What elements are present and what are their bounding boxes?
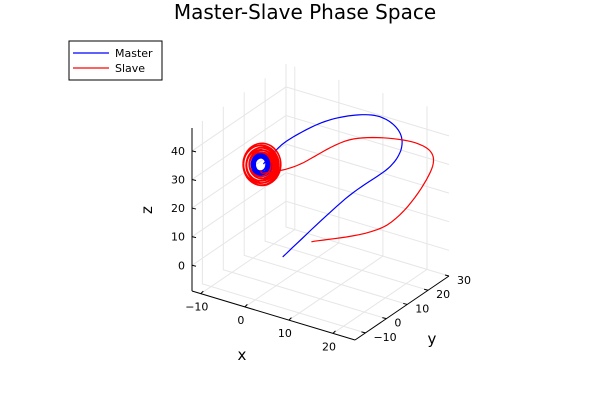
z-gridline	[191, 200, 450, 266]
y-gridline	[201, 120, 366, 334]
y-tick	[361, 331, 366, 334]
z-gridline	[191, 143, 450, 209]
z-tick	[191, 178, 197, 181]
legend: Master Slave	[68, 40, 163, 81]
z-gridline	[191, 172, 450, 238]
y-tick	[444, 274, 450, 277]
y-tick-label: −10	[373, 331, 396, 344]
y-gridline	[243, 92, 408, 305]
y-tick	[423, 288, 429, 291]
y-tick-label: 30	[457, 274, 471, 287]
y-tick	[403, 302, 408, 305]
x-axis-line	[191, 290, 356, 341]
y-axis-label: y	[428, 330, 437, 348]
z-tick-label: 40	[171, 145, 185, 158]
z-tick	[191, 264, 197, 267]
x-axis-label: x	[238, 346, 247, 364]
z-gridline	[191, 86, 450, 152]
z-gridline	[191, 114, 450, 180]
z-tick	[191, 150, 197, 153]
z-tick-label: 10	[171, 231, 185, 244]
z-tick-label: 0	[178, 259, 185, 272]
y-tick-label: 0	[394, 317, 401, 330]
y-tick	[382, 317, 387, 320]
series-layer	[242, 114, 435, 258]
series-attractor-slave	[242, 142, 282, 187]
z-tick	[191, 207, 197, 210]
y-tick-label: 20	[436, 288, 450, 301]
legend-label-master: Master	[115, 47, 153, 60]
x-tick-label: 20	[322, 340, 336, 353]
z-tick	[191, 236, 197, 239]
x-tick	[200, 290, 204, 295]
x-tick	[244, 304, 248, 308]
grid-layer	[191, 64, 450, 334]
z-tick-label: 20	[171, 202, 185, 215]
x-tick	[332, 330, 336, 334]
x-tick-label: 10	[278, 327, 292, 340]
z-axis-label: z	[138, 206, 156, 214]
x-tick-label: 0	[237, 314, 244, 327]
legend-box	[68, 40, 163, 81]
y-gridline	[222, 106, 387, 320]
legend-label-slave: Slave	[115, 62, 145, 75]
y-gridline	[285, 64, 450, 277]
y-axis-line	[354, 275, 450, 341]
z-tick-label: 30	[171, 173, 185, 186]
x-tick-label: −10	[185, 301, 208, 314]
y-gridline	[264, 78, 429, 291]
y-tick-label: 10	[415, 302, 429, 315]
x-tick	[288, 317, 292, 321]
chart-title: Master-Slave Phase Space	[174, 0, 436, 24]
